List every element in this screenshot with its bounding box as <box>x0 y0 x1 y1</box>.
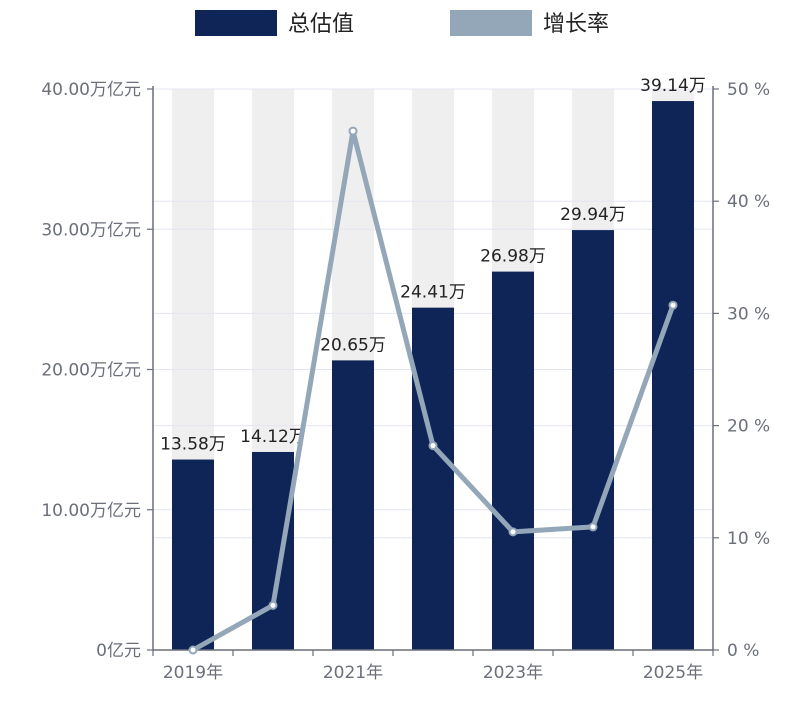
growth-rate-point <box>668 300 678 310</box>
bar <box>172 459 214 650</box>
growth-rate-point <box>188 645 198 655</box>
plot-area: 13.58万 14.12万 20.65万 24.41万 26.98万 29.94万 39.1… <box>41 76 770 683</box>
bar <box>572 230 614 651</box>
bar <box>652 101 694 650</box>
left-axis-tick-label: 10.00万亿元 <box>41 501 141 521</box>
bar <box>252 451 294 650</box>
left-axis-tick-label: 20.00万亿元 <box>41 361 141 381</box>
x-axis-tick-label: 2019年 <box>163 663 223 683</box>
left-axis-tick-label: 40.00万亿元 <box>41 80 141 100</box>
legend-swatch-total-valuation <box>195 10 277 36</box>
bar <box>332 360 374 650</box>
bar-data-label: 20.65万 <box>320 335 386 355</box>
growth-rate-point <box>348 126 358 136</box>
growth-rate-point <box>508 527 518 537</box>
legend-label-growth-rate: 增长率 <box>543 12 609 37</box>
right-axis-tick-label: 30 % <box>727 304 770 324</box>
right-axis-tick-label: 40 % <box>727 192 770 212</box>
bar-data-label: 39.14万 <box>640 76 706 96</box>
x-axis-tick-label: 2021年 <box>323 663 383 683</box>
right-axis-tick-label: 0 % <box>727 641 759 661</box>
legend-label-total-valuation: 总估值 <box>288 12 354 37</box>
bar-data-label: 29.94万 <box>560 205 626 225</box>
left-axis-tick-label: 30.00万亿元 <box>41 220 141 240</box>
x-axis-tick-label: 2023年 <box>483 663 543 683</box>
right-axis-tick-label: 50 % <box>727 80 770 100</box>
growth-rate-point <box>588 522 598 532</box>
bar <box>492 271 534 650</box>
growth-rate-point <box>428 441 438 451</box>
legend: 总估值 增长率 <box>195 10 609 37</box>
x-axis-tick-label: 2025年 <box>643 663 703 683</box>
bar-data-label: 13.58万 <box>160 435 226 455</box>
bar-data-label: 14.12万 <box>240 427 306 447</box>
bar-data-label: 24.41万 <box>400 283 466 303</box>
bar <box>412 307 454 650</box>
growth-rate-point <box>268 600 278 610</box>
right-axis-tick-label: 10 % <box>727 529 770 549</box>
bar-data-label: 26.98万 <box>480 247 546 267</box>
left-axis-tick-label: 0亿元 <box>96 641 141 661</box>
right-axis-tick-label: 20 % <box>727 417 770 437</box>
legend-swatch-growth-rate <box>450 10 532 36</box>
